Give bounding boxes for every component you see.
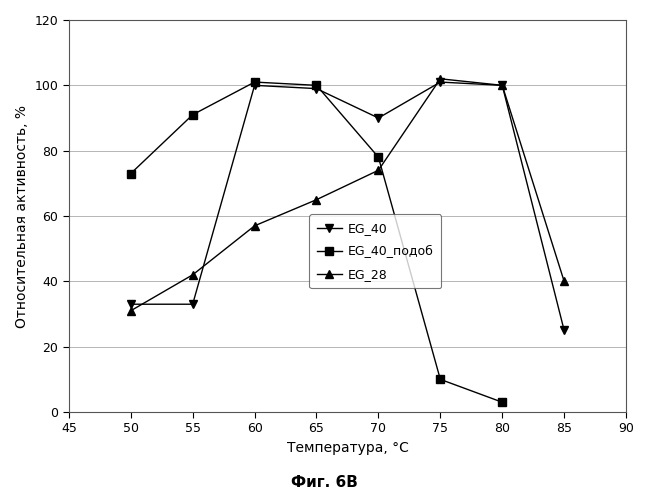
EG_40: [374, 115, 382, 121]
Line: EG_28: EG_28: [127, 74, 569, 315]
EG_40_подоб: [313, 82, 321, 88]
EG_40: [313, 86, 321, 91]
EG_28: [498, 82, 506, 88]
Legend: EG_40, EG_40_подоб, EG_28: EG_40, EG_40_подоб, EG_28: [309, 214, 441, 288]
EG_40_подоб: [127, 170, 134, 176]
EG_28: [436, 76, 444, 82]
Line: EG_40_подоб: EG_40_подоб: [127, 78, 506, 406]
EG_40_подоб: [251, 79, 258, 85]
EG_40_подоб: [498, 399, 506, 405]
EG_40_подоб: [189, 112, 197, 117]
EG_28: [313, 196, 321, 202]
Line: EG_40: EG_40: [127, 78, 569, 334]
EG_28: [374, 168, 382, 173]
Text: Фиг. 6В: Фиг. 6В: [291, 475, 358, 490]
EG_40: [498, 82, 506, 88]
EG_28: [560, 278, 568, 284]
EG_40_подоб: [436, 376, 444, 382]
EG_28: [127, 308, 134, 314]
EG_40: [436, 79, 444, 85]
X-axis label: Температура, °C: Температура, °C: [286, 441, 408, 455]
EG_28: [189, 272, 197, 278]
EG_28: [251, 223, 258, 229]
EG_40: [560, 328, 568, 334]
EG_40: [251, 82, 258, 88]
EG_40: [189, 301, 197, 307]
EG_40: [127, 301, 134, 307]
Y-axis label: Относительная активность, %: Относительная активность, %: [15, 104, 29, 328]
EG_40_подоб: [374, 154, 382, 160]
